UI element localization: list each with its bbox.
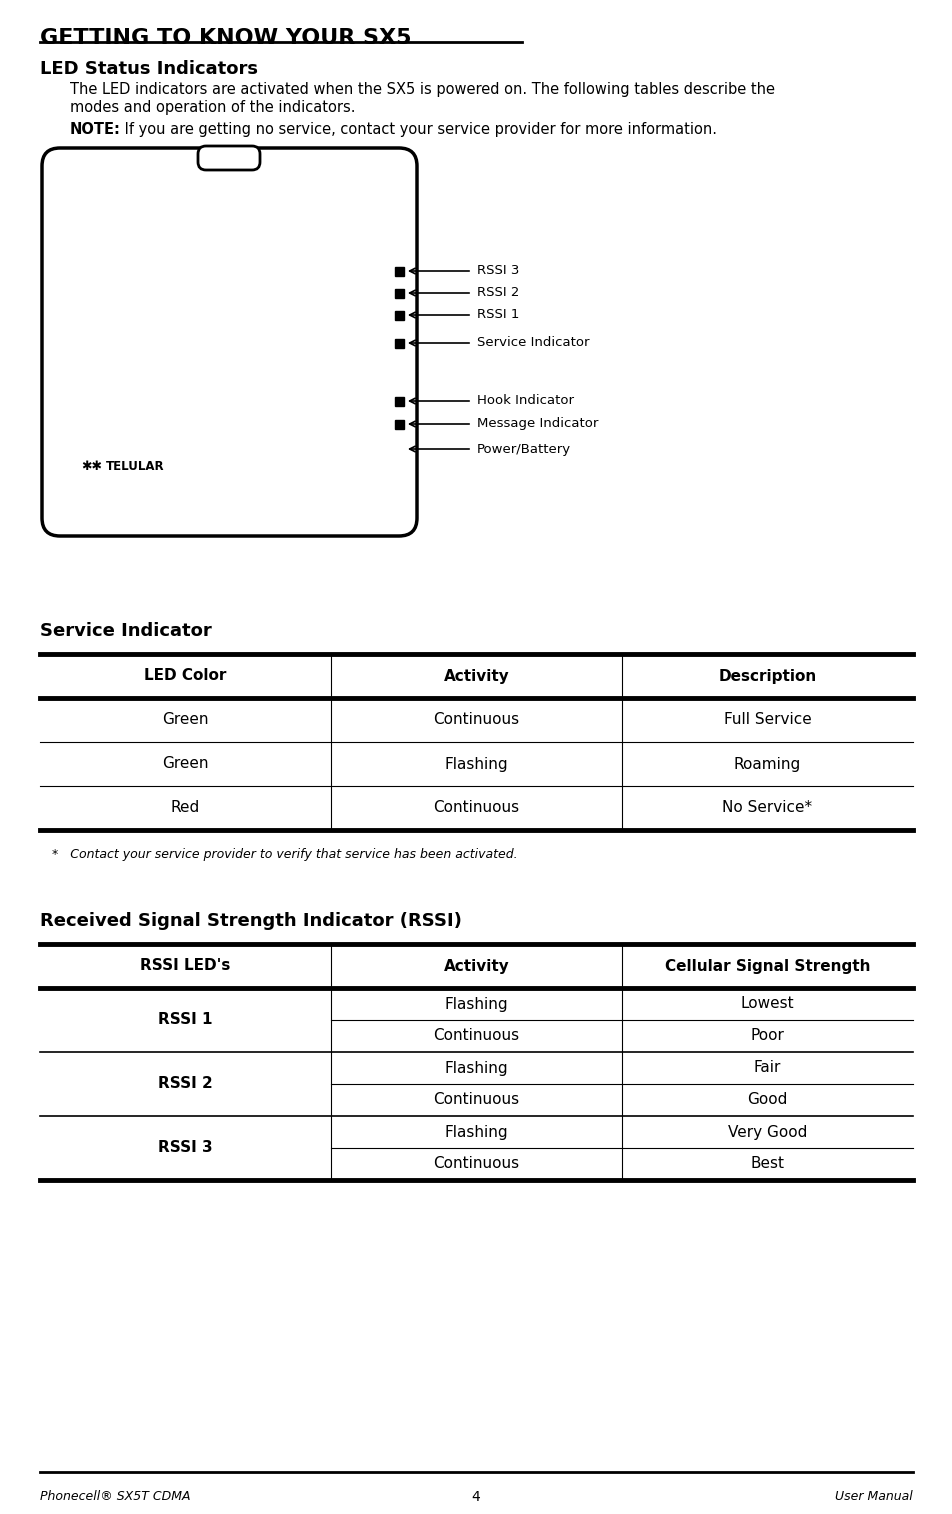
Text: RSSI LED's: RSSI LED's: [140, 958, 230, 974]
Text: Flashing: Flashing: [445, 996, 507, 1011]
Text: RSSI 1: RSSI 1: [158, 1013, 212, 1028]
Text: Hook Indicator: Hook Indicator: [477, 395, 573, 407]
Bar: [394, 310, 404, 319]
Bar: [394, 339, 404, 348]
Text: Message Indicator: Message Indicator: [477, 418, 598, 430]
Text: If you are getting no service, contact your service provider for more informatio: If you are getting no service, contact y…: [120, 123, 716, 136]
Text: ✱✱: ✱✱: [81, 460, 102, 472]
Text: Continuous: Continuous: [433, 1093, 519, 1108]
Text: Continuous: Continuous: [433, 1157, 519, 1172]
Text: RSSI 2: RSSI 2: [477, 286, 519, 300]
Text: Activity: Activity: [444, 669, 508, 683]
Text: LED Status Indicators: LED Status Indicators: [40, 61, 258, 79]
Text: Description: Description: [718, 669, 816, 683]
Text: RSSI 3: RSSI 3: [477, 265, 519, 277]
Text: Flashing: Flashing: [445, 757, 507, 772]
Bar: [394, 289, 404, 298]
Text: Poor: Poor: [750, 1028, 783, 1043]
FancyBboxPatch shape: [42, 148, 417, 536]
Text: Service Indicator: Service Indicator: [40, 622, 211, 640]
Text: RSSI 1: RSSI 1: [477, 309, 519, 321]
Text: Roaming: Roaming: [733, 757, 801, 772]
Text: GETTING TO KNOW YOUR SX5: GETTING TO KNOW YOUR SX5: [40, 27, 411, 48]
FancyBboxPatch shape: [198, 145, 260, 170]
Text: Green: Green: [162, 757, 208, 772]
Text: Activity: Activity: [444, 958, 508, 974]
Text: *   Contact your service provider to verify that service has been activated.: * Contact your service provider to verif…: [52, 848, 517, 861]
Text: LED Color: LED Color: [144, 669, 227, 683]
Text: Phonecell® SX5T CDMA: Phonecell® SX5T CDMA: [40, 1490, 190, 1503]
Bar: [394, 419, 404, 428]
Text: Fair: Fair: [753, 1060, 781, 1075]
Text: Full Service: Full Service: [723, 713, 810, 728]
Text: RSSI 3: RSSI 3: [158, 1140, 212, 1155]
Bar: [394, 266, 404, 276]
Text: Continuous: Continuous: [433, 1028, 519, 1043]
Text: Best: Best: [750, 1157, 783, 1172]
Bar: [394, 397, 404, 406]
Text: Lowest: Lowest: [740, 996, 793, 1011]
Text: No Service*: No Service*: [722, 801, 812, 816]
Text: The LED indicators are activated when the SX5 is powered on. The following table: The LED indicators are activated when th…: [69, 82, 774, 97]
Text: TELULAR: TELULAR: [106, 460, 165, 472]
Text: Red: Red: [170, 801, 200, 816]
Text: Very Good: Very Good: [727, 1125, 806, 1140]
Text: Good: Good: [746, 1093, 787, 1108]
Text: Flashing: Flashing: [445, 1125, 507, 1140]
Text: Service Indicator: Service Indicator: [477, 336, 589, 350]
Text: Flashing: Flashing: [445, 1060, 507, 1075]
Text: 4: 4: [471, 1490, 480, 1503]
Text: Power/Battery: Power/Battery: [477, 442, 570, 456]
Text: Continuous: Continuous: [433, 801, 519, 816]
Text: Received Signal Strength Indicator (RSSI): Received Signal Strength Indicator (RSSI…: [40, 911, 462, 930]
Text: modes and operation of the indicators.: modes and operation of the indicators.: [69, 100, 355, 115]
Text: User Manual: User Manual: [834, 1490, 912, 1503]
Text: NOTE:: NOTE:: [69, 123, 121, 136]
Text: Cellular Signal Strength: Cellular Signal Strength: [664, 958, 869, 974]
Text: Green: Green: [162, 713, 208, 728]
Text: RSSI 2: RSSI 2: [158, 1076, 212, 1092]
Text: Continuous: Continuous: [433, 713, 519, 728]
